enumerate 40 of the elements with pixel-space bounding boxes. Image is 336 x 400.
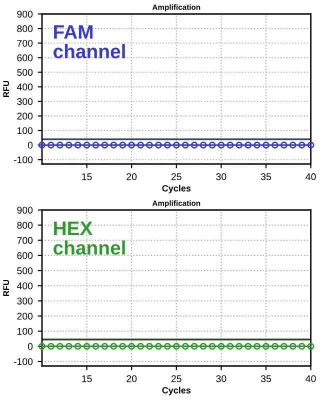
annotation: FAM channel [54, 25, 125, 58]
y-tick-label: -100 [14, 358, 33, 366]
x-tick-label: 40 [306, 173, 316, 180]
y-tick-label: -100 [14, 156, 33, 164]
y-tick-label: 400 [16, 84, 33, 90]
x-tick-label: 15 [82, 173, 92, 180]
y-tick-label: 800 [17, 222, 33, 229]
x-tick-label: 20 [126, 375, 137, 382]
x-tick-label: 40 [306, 375, 316, 382]
y-tick-label: 100 [17, 127, 33, 134]
x-tick-label: 25 [171, 173, 182, 180]
y-tick-label: 200 [17, 112, 33, 120]
y-tick-label: 0 [28, 343, 33, 350]
y-axis-title: RFU [3, 280, 10, 296]
annotation: HEX channel [54, 222, 125, 255]
x-tick-label: 35 [260, 173, 271, 180]
y-tick-label: 300 [17, 98, 33, 105]
x-tick-label: 15 [82, 375, 92, 382]
y-tick-label: 300 [17, 298, 33, 304]
x-axis-title: Cycles [162, 184, 191, 194]
x-axis-title: Cycles [162, 386, 191, 396]
y-tick-label: 600 [17, 54, 33, 62]
y-tick-label: 400 [16, 282, 33, 290]
y-axis-title: RFU [3, 80, 10, 98]
y-tick-label: 900 [17, 206, 33, 214]
y-tick-label: 500 [17, 267, 33, 274]
x-tick-label: 20 [126, 173, 137, 180]
y-tick-label: 700 [17, 40, 33, 47]
y-tick-label: 100 [17, 328, 33, 335]
x-tick-label: 25 [171, 375, 182, 382]
y-tick-label: 800 [17, 25, 33, 32]
x-tick-label: 30 [216, 173, 226, 180]
y-tick-label: 500 [17, 68, 33, 76]
x-tick-label: 35 [260, 375, 271, 382]
y-tick-label: 0 [28, 142, 33, 149]
x-tick-label: 30 [216, 375, 226, 382]
y-tick-label: 700 [17, 237, 33, 244]
y-tick-label: 900 [17, 10, 33, 18]
y-tick-label: 200 [17, 312, 33, 320]
y-tick-label: 600 [17, 252, 33, 260]
